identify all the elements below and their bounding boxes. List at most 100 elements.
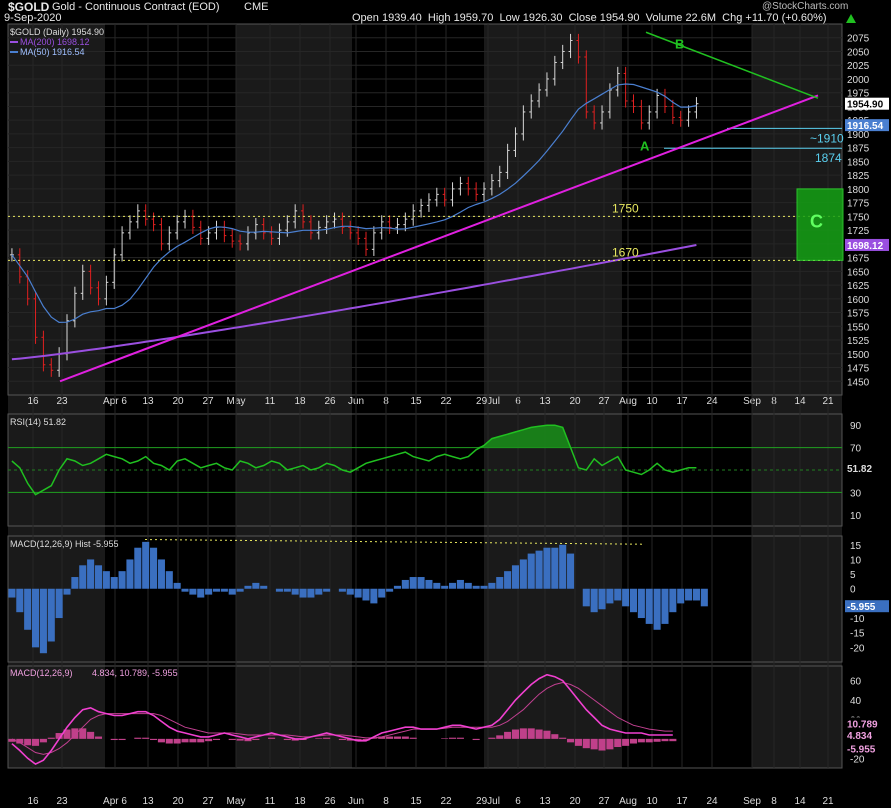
legend-ma200: MA(200) 1698.12 — [20, 37, 90, 47]
macd-hist-bar — [338, 588, 346, 592]
chart-description: Gold - Continuous Contract (EOD) — [52, 1, 220, 13]
x-tick-label: 26 — [324, 796, 336, 807]
price-y-tick: 1900 — [847, 130, 870, 141]
macd-hist-bar — [543, 547, 551, 589]
macd-hist-bar — [504, 571, 512, 589]
macd-hist-bar — [31, 588, 40, 648]
macd-hist-mini-bar — [378, 736, 386, 739]
macd-hist-bar — [551, 547, 559, 589]
macd-tag-1-bg — [845, 717, 889, 730]
price-y-tick: 1575 — [847, 309, 870, 320]
macd-hist-bar — [63, 588, 71, 595]
x-tick-label: 17 — [676, 796, 688, 807]
macd-hist-mini-bar — [370, 738, 378, 739]
ohlc-readout: Open 1939.40 High 1959.70 Low 1926.30 Cl… — [352, 12, 827, 24]
macd-hist-mini-bar — [205, 738, 213, 742]
price-y-tick: 2025 — [847, 61, 870, 72]
macd-tag-3: -5.955 — [847, 745, 876, 756]
macd-hist-bar — [433, 582, 441, 589]
x-tick-label: 27 — [598, 796, 610, 807]
macd-hist-bar — [79, 565, 87, 589]
open-value: 1939.40 — [381, 12, 422, 24]
macd-hist-bar — [315, 588, 323, 595]
support-trendline — [59, 94, 819, 383]
macd-hist-bar — [472, 585, 480, 589]
ma200-tag: 1698.12 — [847, 241, 884, 252]
macd-hist-bar — [401, 579, 409, 589]
macd-hist-bar — [464, 582, 472, 589]
macd-hist-bar — [346, 588, 354, 595]
x-tick-label: 20 — [172, 796, 184, 807]
hist-y-tick: -15 — [850, 629, 865, 640]
macd-hist-mini-bar — [472, 738, 480, 741]
chart-exchange: CME — [244, 1, 269, 13]
macd-hist-bar — [102, 571, 110, 589]
macd-tag-3-bg — [845, 742, 889, 755]
x-tick-label: 21 — [822, 796, 834, 807]
macd-hist-bar — [16, 588, 24, 613]
macd-hist-bar — [409, 577, 417, 589]
last-price-tag: 1954.90 — [847, 100, 884, 111]
high-label: High — [427, 12, 451, 24]
ma50-tag-bg — [845, 119, 889, 132]
macd-hist-mini-bar — [118, 738, 126, 741]
hist-y-tick: 10 — [850, 555, 862, 566]
macd-hist-bar — [323, 588, 331, 592]
macd-hist-mini-bar — [8, 738, 16, 742]
x-tick-label: Aug — [619, 796, 637, 807]
x-tick-label: 11 — [265, 796, 276, 807]
price-y-tick: 1825 — [847, 171, 870, 182]
macd-hist-bar — [197, 588, 205, 598]
macd-hist-bar — [94, 565, 103, 589]
macd-hist-mini-bar — [79, 728, 87, 739]
x-tick-label: Apr 6 — [103, 796, 127, 807]
macd-hist-mini-bar — [637, 738, 645, 743]
macd-hist-bar — [157, 559, 165, 589]
ma200-line — [11, 244, 697, 361]
macd-hist-bar — [307, 588, 315, 598]
macd-hist-bar — [511, 565, 520, 589]
price-y-tick: 1550 — [847, 322, 870, 333]
volume-label: Volume — [645, 12, 683, 24]
macd-tag-2-bg — [845, 728, 889, 741]
x-tick-label: May — [227, 796, 246, 807]
close-label: Close — [568, 12, 597, 24]
hist-y-tick: -20 — [850, 643, 865, 654]
rsi-last-tag-bg — [845, 461, 889, 474]
price-y-tick: 1775 — [847, 199, 870, 210]
macd-hist-mini-bar — [346, 738, 354, 741]
macd-hist-bar — [448, 582, 457, 589]
support-label-1874: 1874 — [815, 151, 842, 165]
macd-hist-mini-bar — [386, 736, 394, 739]
macd-hist-bar — [236, 588, 244, 592]
price-y-tick: 1500 — [847, 350, 870, 361]
macd-hist-bar — [110, 577, 118, 589]
macd-hist-mini-bar — [582, 738, 590, 749]
macd-hist-bar — [181, 588, 189, 592]
macd-hist-mini-bar — [212, 738, 221, 741]
chart-date: 9-Sep-2020 — [4, 12, 62, 24]
price-y-tick: 1525 — [847, 336, 870, 347]
x-tick-label: 10 — [646, 796, 658, 807]
macd-hist-mini-bar — [87, 731, 95, 739]
macd-hist-mini-bar — [63, 729, 71, 739]
macd-hist-mini-bar — [622, 738, 630, 746]
macd-hist-mini-bar — [504, 731, 512, 739]
resistance-trendline — [645, 31, 819, 99]
macd-hist-bar — [441, 585, 449, 589]
macd-hist-bar — [614, 588, 622, 601]
level-label-1750: 1750 — [612, 201, 639, 215]
macd-hist-bar — [567, 553, 575, 589]
legend-rsi: RSI(14) 51.82 — [10, 417, 66, 427]
x-tick-label: Sep — [743, 796, 761, 807]
price-y-tick: 2050 — [847, 47, 870, 58]
hist-y-tick: -10 — [850, 614, 865, 625]
macd-hist-mini-bar — [16, 738, 24, 744]
macd-hist-bar — [519, 559, 527, 589]
macd-hist-mini-bar — [71, 728, 79, 739]
support-label-1910: ~1910 — [810, 131, 844, 145]
price-y-tick: 1975 — [847, 89, 870, 100]
x-tick-label: 15 — [410, 796, 422, 807]
macd-hist-bar — [354, 588, 362, 598]
macd-hist-bar — [252, 582, 260, 589]
